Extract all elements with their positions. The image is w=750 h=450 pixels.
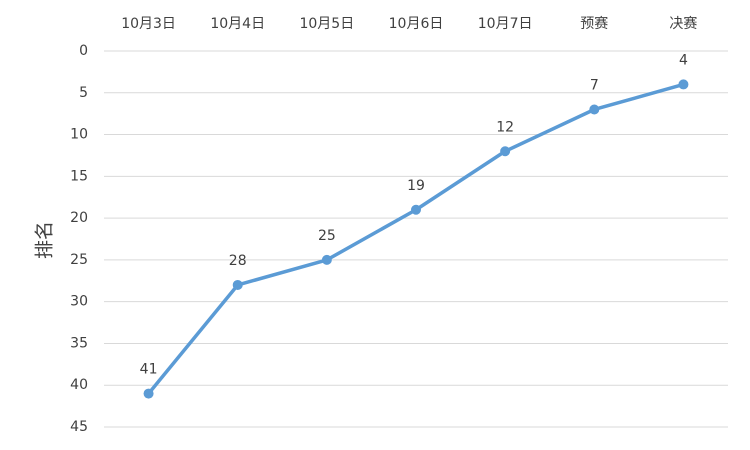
y-tick-label: 0 [79,43,88,59]
point [678,79,689,90]
y-tick-label: 30 [70,294,88,310]
point [500,146,511,157]
point [143,388,154,399]
point [321,254,332,265]
x-tick-label: 10月3日 [121,16,176,32]
data-label: 28 [229,253,247,269]
y-tick-label: 20 [70,210,88,226]
x-tick-label: 10月7日 [478,16,533,32]
y-tick-label: 15 [70,168,88,184]
point [589,104,600,115]
y-tick-label: 10 [70,127,88,143]
data-label: 19 [407,178,425,194]
y-tick-label: 40 [70,377,88,393]
y-tick-label: 35 [70,335,88,351]
point [411,204,421,215]
x-tick-label: 预赛 [580,16,608,32]
x-tick-label: 决赛 [669,16,697,32]
data-label: 41 [140,362,158,378]
y-axis-label: 排名 [34,221,56,259]
x-tick-label: 10月6日 [389,16,444,32]
point [232,279,243,290]
y-tick-label: 25 [70,252,88,268]
x-tick-label: 10月4日 [210,16,265,32]
x-tick-label: 10月5日 [299,16,354,32]
data-label: 12 [496,119,514,135]
data-label: 4 [679,52,688,68]
y-tick-label: 5 [79,85,88,101]
data-label: 7 [590,77,599,93]
y-tick-label: 45 [70,419,88,435]
data-label: 25 [318,228,336,244]
